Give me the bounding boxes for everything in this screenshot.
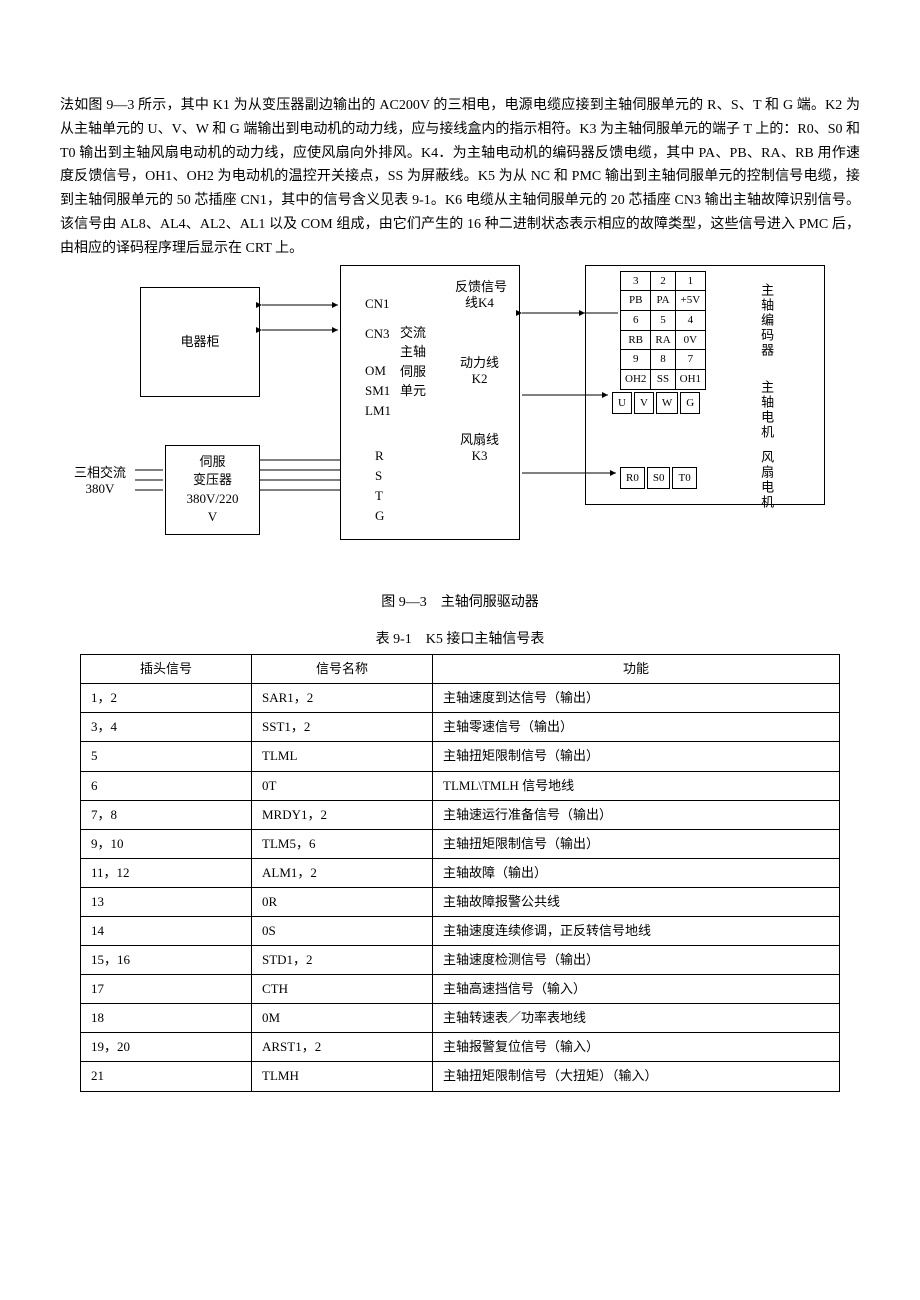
rstg-t: T (375, 485, 383, 507)
signal-table: 插头信号 信号名称 功能 1，2SAR1，2主轴速度到达信号（输出）3，4SST… (80, 654, 840, 1091)
table-row: 19，20ARST1，2主轴报警复位信号（输入） (81, 1033, 840, 1062)
rstg-r: R (375, 445, 384, 467)
power-line-b: K2 (460, 371, 499, 388)
table-row: 180M主轴转速表／功率表地线 (81, 1004, 840, 1033)
feedback-label: 反馈信号 线K4 (455, 279, 507, 313)
fan-line-a: 风扇线 (460, 432, 499, 449)
servo-unit-c: 伺服 (400, 362, 426, 382)
cabinet-label: 电器柜 (180, 331, 219, 353)
cn1: CN1 (365, 293, 390, 315)
sm1: SM1 (365, 380, 390, 402)
transformer-a: 伺服 (199, 453, 225, 471)
fan-right-label: 风扇电机 (755, 450, 777, 510)
table-row: 5TLML主轴扭矩限制信号（输出） (81, 742, 840, 771)
fan-line-label: 风扇线 K3 (460, 432, 499, 466)
table-header-row: 插头信号 信号名称 功能 (81, 655, 840, 684)
encoder-right-label: 主轴编码器 (755, 283, 777, 358)
transformer-box: 伺服 变压器 380V/220 V (165, 445, 260, 535)
table-row: 9，10TLM5，6主轴扭矩限制信号（输出） (81, 829, 840, 858)
transformer-d: V (208, 508, 217, 526)
servo-unit-b: 主轴 (400, 342, 426, 362)
table-row: 60TTLML\TMLH 信号地线 (81, 771, 840, 800)
intro-paragraph: 法如图 9—3 所示，其中 K1 为从变压器副边输出的 AC200V 的三相电，… (60, 94, 860, 261)
table-row: 1，2SAR1，2主轴速度到达信号（输出） (81, 684, 840, 713)
motor-pins: U V W G (610, 390, 702, 417)
encoder-table: 321 PBPA+5V 654 RBRA0V 987 OH2SSOH1 (620, 271, 706, 390)
table-row: 21TLMH主轴扭矩限制信号（大扭矩）（输入） (81, 1062, 840, 1091)
table-row: 7，8MRDY1，2主轴速运行准备信号（输出） (81, 800, 840, 829)
cn3: CN3 (365, 323, 390, 345)
servo-unit-a: 交流 (400, 323, 426, 343)
servo-unit-label: 交流 主轴 伺服 单元 (400, 323, 426, 401)
figure-9-3-diagram: 电器柜 三相交流 380V 伺服 变压器 380V/220 V CN1 CN3 … (60, 265, 860, 585)
figure-caption: 图 9—3 主轴伺服驱动器 (60, 591, 860, 615)
col-plug: 插头信号 (81, 655, 252, 684)
motor-right-label: 主轴电机 (755, 380, 777, 440)
three-phase-label: 三相交流 380V (60, 465, 140, 499)
fan-pins: R0 S0 T0 (618, 465, 699, 492)
three-phase-a: 三相交流 (60, 465, 140, 482)
fan-line-b: K3 (460, 448, 499, 465)
col-func: 功能 (433, 655, 840, 684)
table-row: 130R主轴故障报警公共线 (81, 887, 840, 916)
table-row: 15，16STD1，2主轴速度检测信号（输出） (81, 946, 840, 975)
transformer-b: 变压器 (193, 471, 232, 489)
transformer-c: 380V/220 (187, 490, 239, 508)
table-row: 17CTH主轴高速挡信号（输入） (81, 975, 840, 1004)
feedback-a: 反馈信号 (455, 279, 507, 296)
col-name: 信号名称 (252, 655, 433, 684)
lm1: LM1 (365, 400, 391, 422)
power-line-label: 动力线 K2 (460, 355, 499, 389)
rstg-g: G (375, 505, 384, 527)
table-row: 140S主轴速度连续修调，正反转信号地线 (81, 917, 840, 946)
om: OM (365, 360, 386, 382)
cabinet-box: 电器柜 (140, 287, 260, 397)
table-row: 3，4SST1，2主轴零速信号（输出） (81, 713, 840, 742)
feedback-b: 线K4 (455, 295, 507, 312)
three-phase-b: 380V (60, 481, 140, 498)
table-row: 11，12ALM1，2主轴故障（输出） (81, 858, 840, 887)
power-line-a: 动力线 (460, 355, 499, 372)
rstg-s: S (375, 465, 382, 487)
servo-unit-d: 单元 (400, 381, 426, 401)
table-caption: 表 9-1 K5 接口主轴信号表 (60, 628, 860, 652)
